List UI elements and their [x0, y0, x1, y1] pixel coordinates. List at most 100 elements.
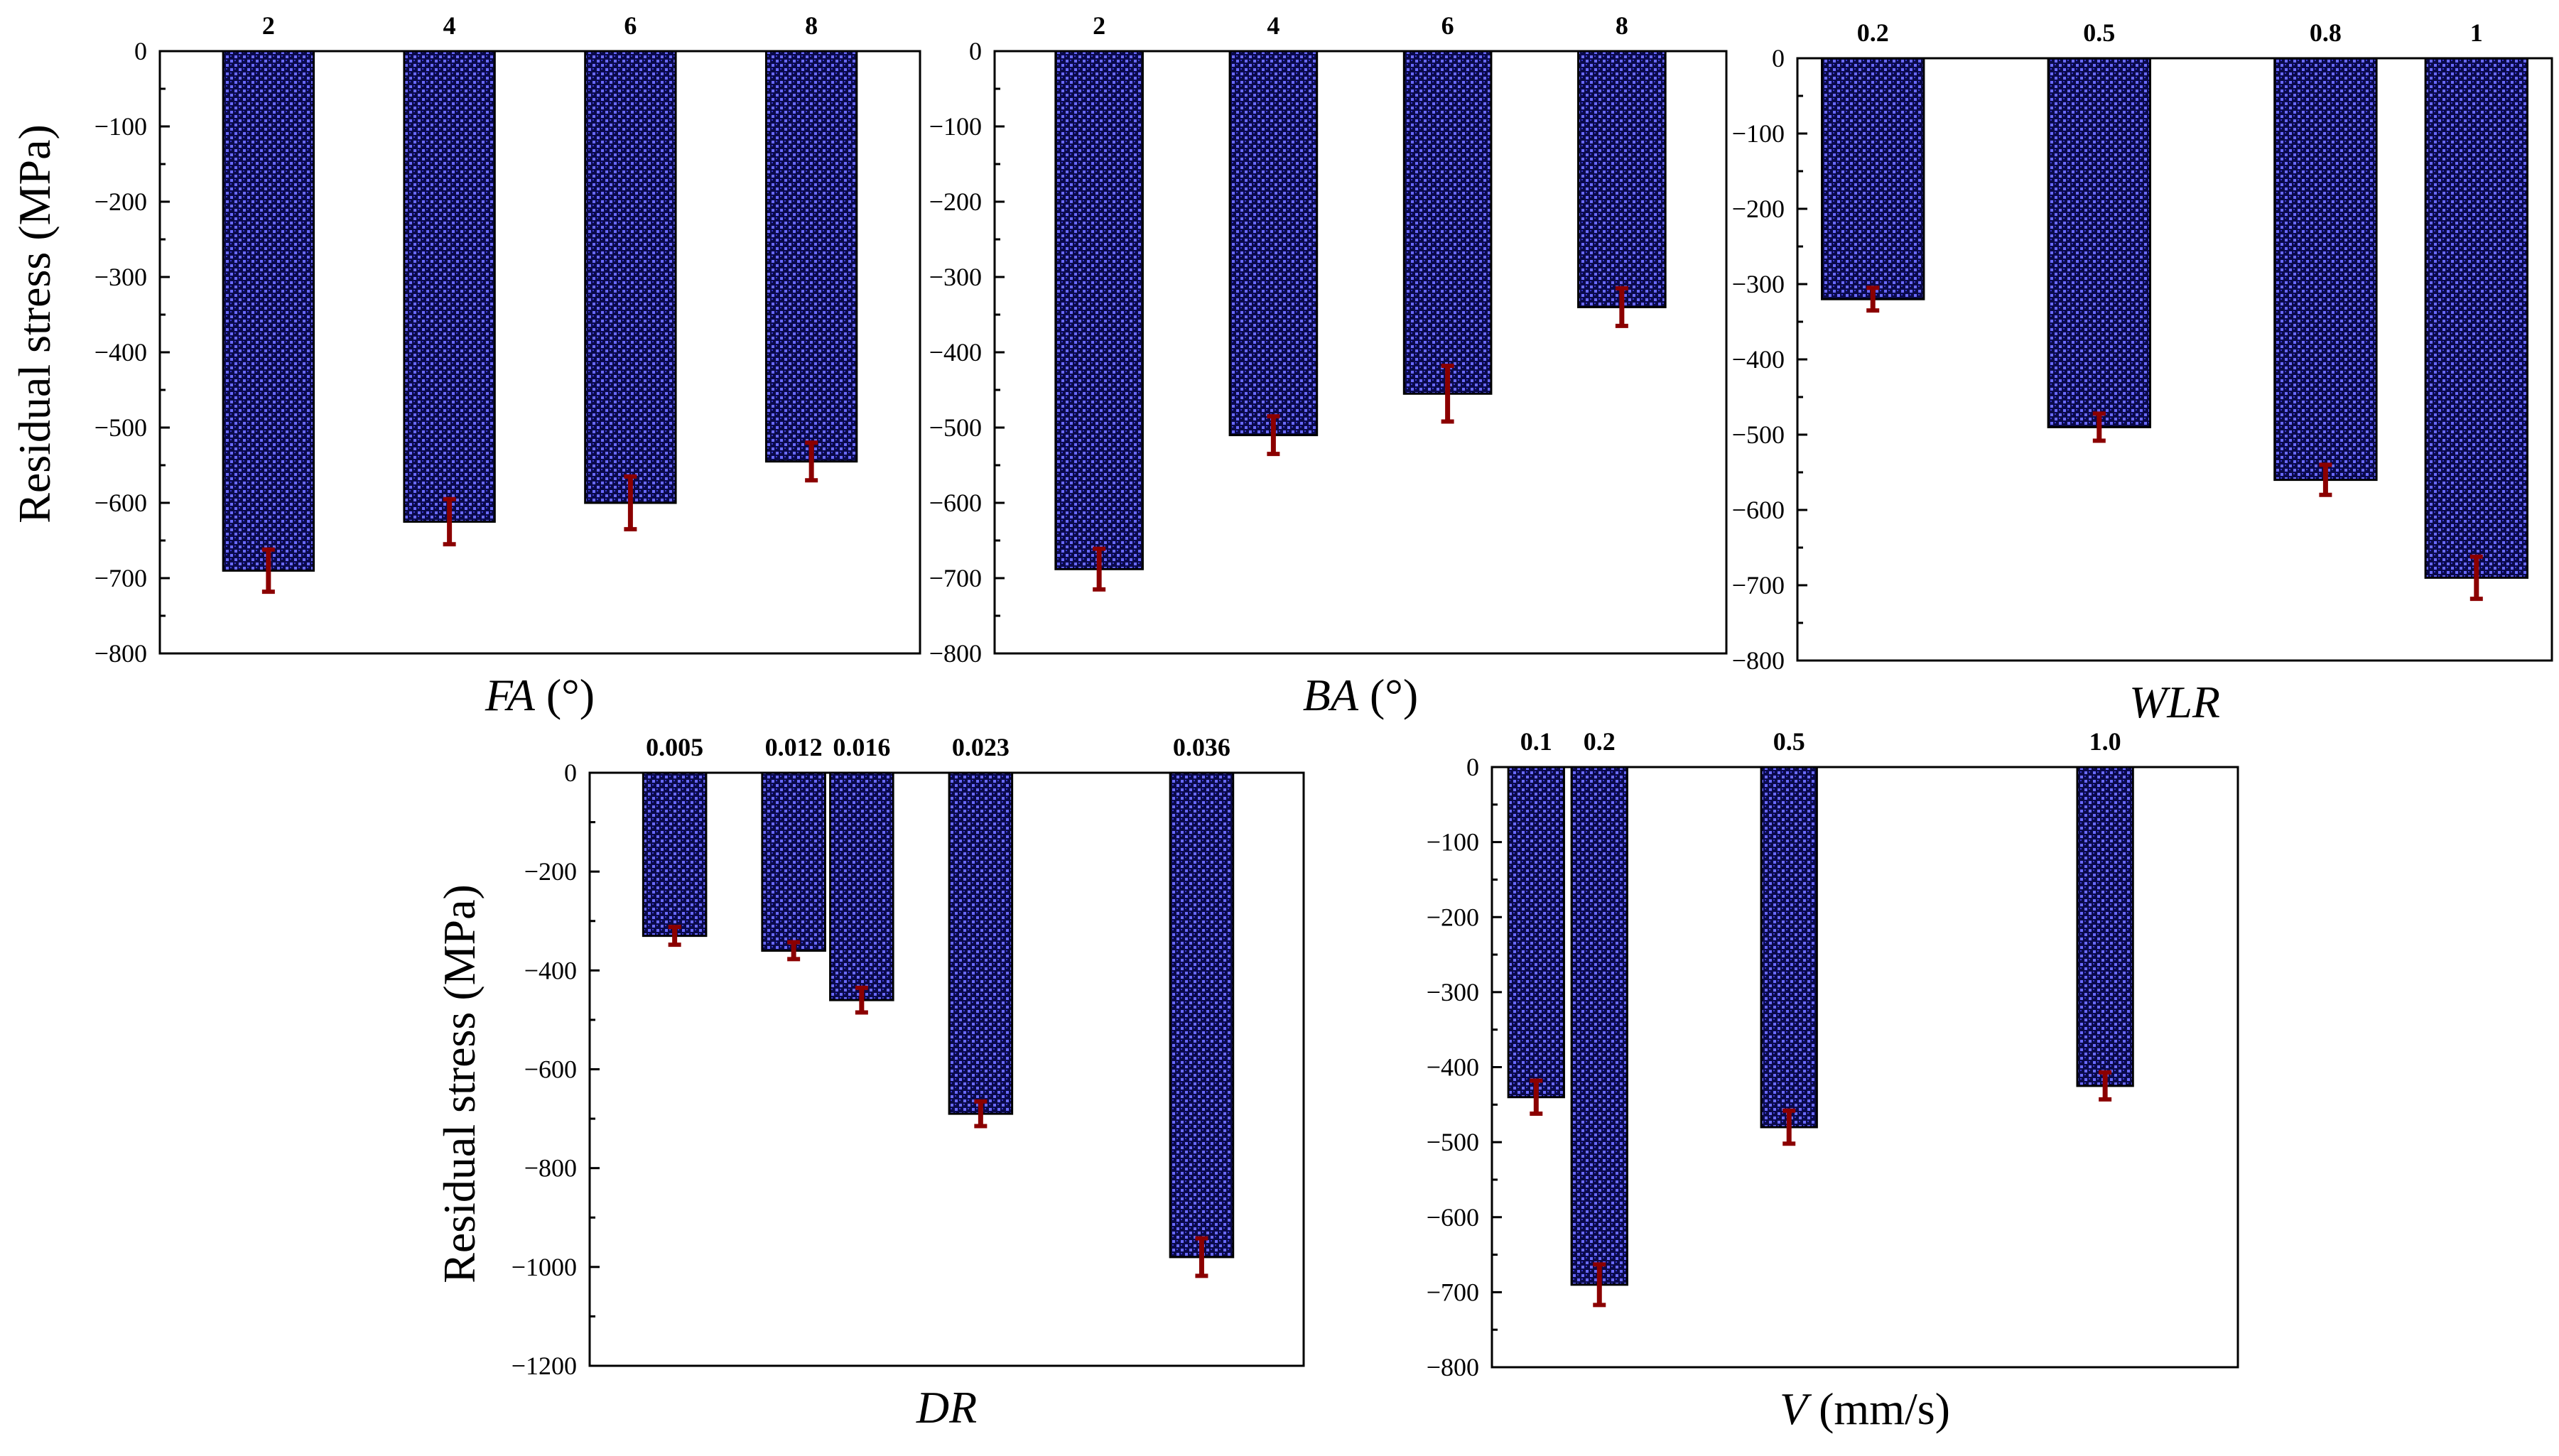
y-tick-label: −200 [524, 857, 577, 886]
y-tick-label: −800 [524, 1154, 577, 1183]
y-tick-label: −400 [929, 338, 982, 366]
category-label: 8 [1616, 11, 1628, 40]
x-axis-label: WLR [2129, 677, 2220, 727]
y-tick-label: −500 [94, 413, 147, 442]
error-bar [1267, 414, 1280, 457]
y-tick-label: −600 [1427, 1203, 1479, 1232]
y-tick-label: −700 [1427, 1278, 1479, 1306]
y-tick-label: 0 [564, 759, 577, 787]
category-label: 2 [262, 11, 275, 40]
error-bar [261, 547, 275, 594]
category-label: 1.0 [2089, 727, 2121, 756]
category-label: 0.8 [2310, 18, 2342, 47]
y-axis-label-bottom: Residual stress (MPa) [434, 884, 485, 1283]
error-bar [2319, 462, 2332, 497]
bar [2273, 57, 2378, 482]
category-label: 4 [1267, 11, 1280, 40]
y-tick-label: −600 [1732, 496, 1785, 524]
chart-panel-dr: 0 −200 −400 −600 −800 −1000 −1200 0.005 0.012 0.0… [512, 733, 1305, 1433]
y-tick-label: −800 [1732, 646, 1785, 675]
y-tick-label: −400 [1732, 345, 1785, 374]
y-tick-label: −200 [1732, 195, 1785, 223]
y-tick-label: −200 [94, 188, 147, 216]
y-tick-label: −700 [929, 564, 982, 592]
y-tick-label: −100 [929, 112, 982, 141]
error-bar [624, 474, 637, 532]
category-label: 0.005 [646, 733, 703, 761]
bar [222, 50, 315, 572]
y-tick-label: −600 [929, 489, 982, 517]
y-tick-label: −700 [94, 564, 147, 592]
y-tick-label: −800 [94, 639, 147, 668]
chart-panel-wlr: 0 −100 −200 −300 −400 −500 −600 −700 −800 0.2 0.5 0… [1732, 18, 2553, 727]
y-tick-label: −800 [929, 639, 982, 668]
y-tick-label: −300 [1732, 270, 1785, 298]
x-axis-label: DR [916, 1382, 977, 1433]
error-bar [805, 440, 818, 483]
y-tick-label: −1200 [512, 1352, 577, 1380]
category-label: 0.023 [952, 733, 1010, 761]
y-tick-label: −500 [1732, 420, 1785, 449]
y-tick-label: −300 [929, 263, 982, 291]
bar [761, 771, 826, 952]
error-bar [668, 925, 681, 947]
y-tick-label: −500 [1427, 1128, 1479, 1156]
y-tick-label: −100 [1427, 828, 1479, 857]
y-tick-label: −100 [1732, 119, 1785, 148]
error-bar [1615, 286, 1628, 328]
category-label: 1 [2470, 18, 2483, 47]
error-bar [1866, 286, 1880, 313]
category-label: 0.016 [833, 733, 890, 761]
y-tick-label: −200 [1427, 903, 1479, 931]
y-tick-label: −600 [94, 489, 147, 517]
bar [1821, 57, 1925, 300]
bar [1507, 766, 1565, 1099]
bar [948, 771, 1014, 1115]
bar [642, 771, 708, 938]
error-bar [1195, 1236, 1208, 1278]
y-axis-label-top: Residual stress (MPa) [9, 124, 60, 523]
bar [1169, 771, 1235, 1259]
error-bar [1782, 1108, 1796, 1146]
y-tick-label: −500 [929, 413, 982, 442]
category-label: 0.5 [2083, 18, 2115, 47]
y-tick-label: 0 [1772, 44, 1785, 72]
bar [1570, 766, 1628, 1286]
error-bar [855, 985, 868, 1015]
category-label: 6 [624, 11, 637, 40]
bar [2424, 57, 2528, 579]
y-tick-label: −400 [94, 338, 147, 366]
category-label: 2 [1093, 11, 1105, 40]
category-label: 8 [805, 11, 818, 40]
error-bar [2099, 1070, 2112, 1102]
y-tick-label: −600 [524, 1055, 577, 1084]
y-tick-label: −800 [1427, 1353, 1479, 1381]
y-tick-label: −700 [1732, 571, 1785, 599]
category-label: 4 [443, 11, 456, 40]
chart-panel-ba: 0 −100 −200 −300 −400 −500 −600 −700 −800 2 4 6 8 BA … [929, 11, 1728, 720]
bar [829, 771, 894, 1001]
bar [1054, 50, 1144, 570]
bar [2076, 766, 2134, 1087]
chart-panel-v: 0 −100 −200 −300 −400 −500 −600 −700 −800 0.1 0.2 0… [1427, 727, 2239, 1434]
error-bar [2469, 554, 2483, 602]
y-tick-label: −200 [929, 188, 982, 216]
bar [1402, 50, 1493, 395]
error-bar [1593, 1262, 1606, 1308]
bar [1228, 50, 1319, 437]
error-bar [1441, 364, 1454, 424]
error-bar [974, 1099, 988, 1129]
category-label: 0.012 [765, 733, 823, 761]
bar [2047, 57, 2151, 428]
x-axis-label: BA (°) [1303, 670, 1418, 720]
y-tick-label: −300 [1427, 978, 1479, 1006]
x-axis-label: FA (°) [485, 670, 595, 720]
error-bar [787, 940, 801, 962]
category-label: 0.036 [1173, 733, 1230, 761]
y-tick-label: −1000 [512, 1253, 577, 1281]
category-label: 0.2 [1584, 727, 1616, 756]
chart-panel-fa: 0 −100 −200 −300 −400 −500 −600 −700 −800 2 4 6 8 FA … [94, 11, 921, 720]
bar [584, 50, 677, 504]
error-bar [1530, 1078, 1543, 1116]
